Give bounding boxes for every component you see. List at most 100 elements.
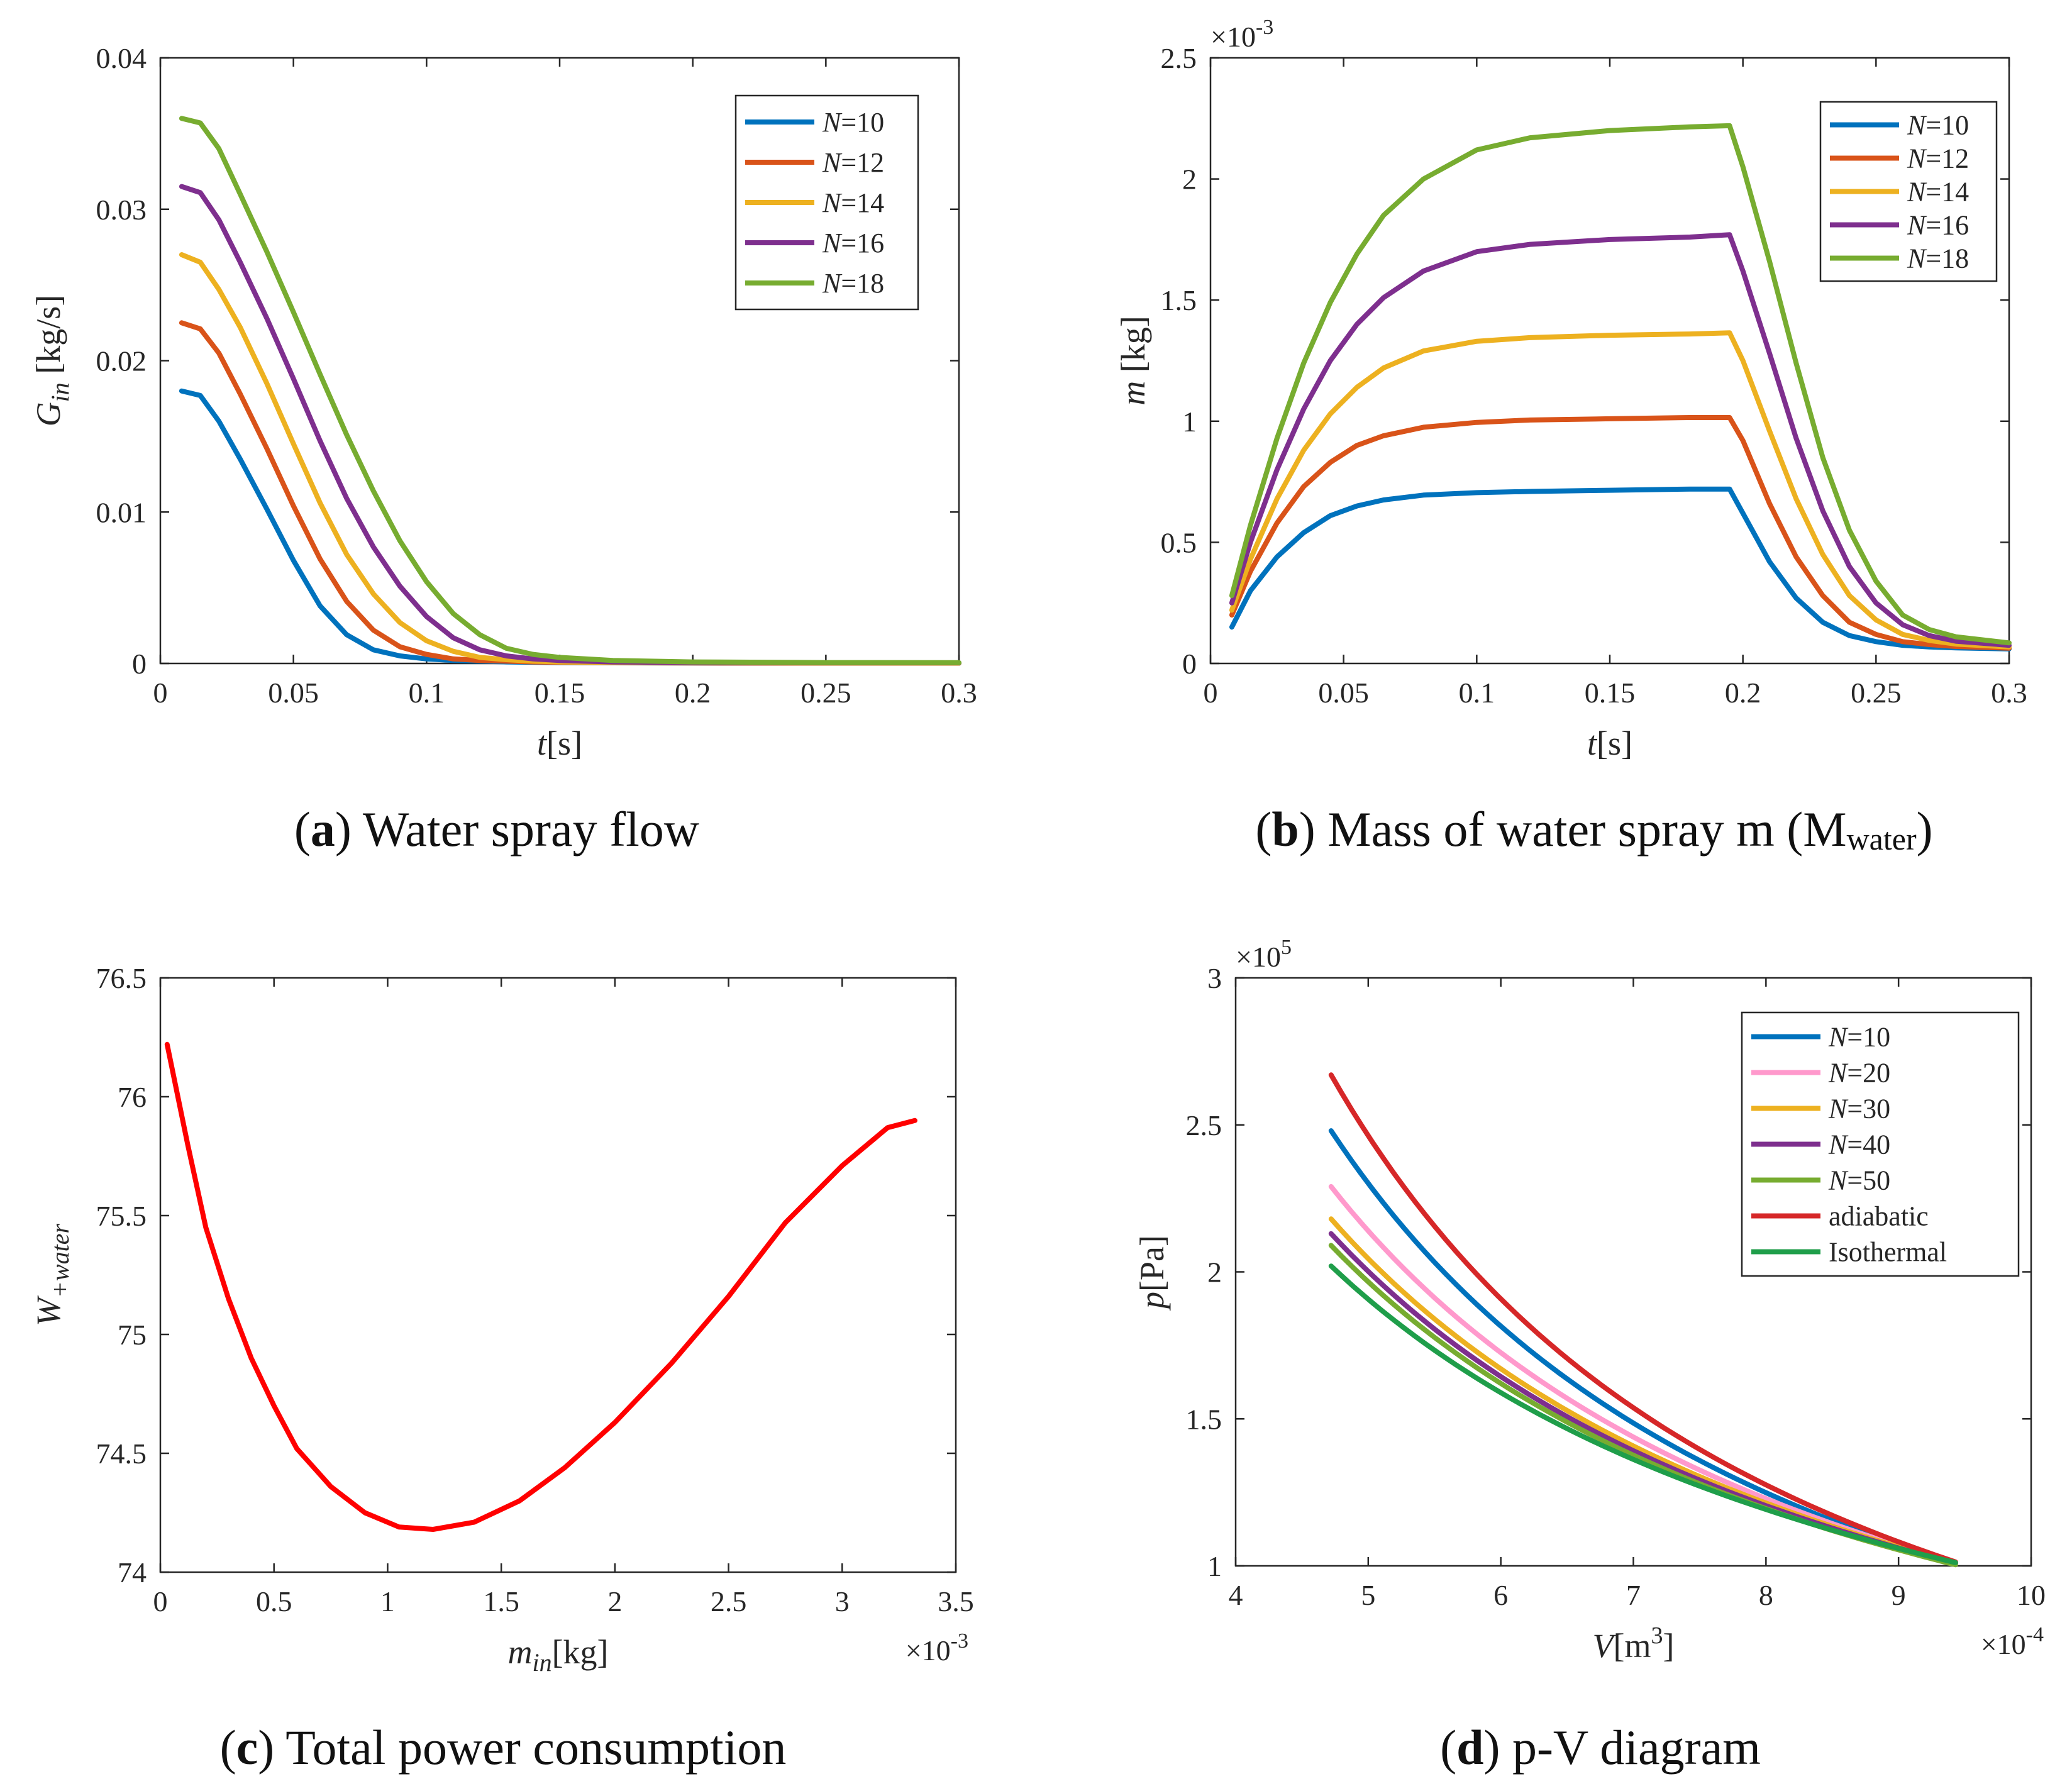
legend-label-var: N	[1907, 177, 1927, 208]
x-tick-label: 0.5	[256, 1585, 292, 1617]
series-line-n-40	[1328, 1231, 1958, 1566]
y-tick-label: 74	[118, 1556, 147, 1589]
caption-text: ) Total power consumption	[258, 1720, 786, 1775]
legend-label: Isothermal	[1829, 1237, 1947, 1268]
x-tick-label: 0.3	[1991, 677, 2027, 709]
legend-label: N=16	[822, 228, 884, 258]
x-tick-label: 6	[1493, 1579, 1508, 1611]
caption-paren: (	[1440, 1720, 1456, 1775]
caption-text: ) Mass of water spray m (M	[1299, 802, 1847, 857]
y-axis-label-unit: [kg/s]	[30, 295, 67, 382]
x-axis-label-var: t	[537, 724, 548, 762]
legend-label: N=18	[822, 268, 884, 299]
y-tick-label: 0.5	[1161, 526, 1197, 558]
legend-label: N=10	[1828, 1022, 1890, 1053]
y-tick-label: 0.01	[96, 496, 147, 528]
y-axis-label-unit: [Pa]	[1133, 1235, 1171, 1292]
y-tick-label: 74.5	[96, 1438, 147, 1470]
series-line-n-12	[179, 320, 961, 666]
series-line-isothermal	[1328, 1263, 1958, 1565]
legend-label-rest: =16	[841, 228, 884, 258]
series-line-n-50	[1328, 1243, 1958, 1568]
caption-letter: c	[236, 1720, 258, 1775]
legend-label-var: N	[822, 147, 843, 178]
legend-label-rest: =14	[841, 187, 884, 218]
axis-exponent-base: ×10	[1236, 941, 1281, 973]
series-line-adiabatic	[1328, 1072, 1958, 1565]
legend-label: N=10	[1907, 110, 1969, 141]
y-tick-label: 76.5	[96, 962, 147, 994]
caption-text: ) p-V diagram	[1483, 1720, 1760, 1775]
axis-exponent: ×105	[1236, 936, 1292, 973]
x-axis-label: min[kg]	[507, 1633, 608, 1677]
legend-label-var: N	[1828, 1022, 1849, 1053]
legend-label-var: N	[1828, 1129, 1849, 1160]
legend-label-var: N	[822, 187, 843, 218]
y-axis-label-sub: in	[46, 382, 74, 402]
legend-label: N=16	[1907, 210, 1969, 241]
y-tick-label: 2	[1207, 1256, 1222, 1289]
panel-caption: (c) Total power consumption	[220, 1720, 787, 1775]
y-tick-label: 1	[1182, 406, 1197, 438]
legend-label-rest: =50	[1847, 1165, 1890, 1196]
panel-c-total-power-consumption: 0 0.5 1 1.5 2 2.5 3 3.5 74 74.5 75 75.5 76 76.5 min[kg…	[30, 962, 974, 1775]
legend-label-var: N	[822, 107, 843, 138]
x-tick-label: 0.25	[801, 677, 851, 709]
legend-label: N=14	[1907, 177, 1969, 208]
legend-label: N=10	[822, 107, 884, 138]
panel-a-water-spray-flow: 0 0.05 0.1 0.15 0.2 0.25 0.3 0 0.01 0.02 0.03 0.04 t…	[30, 42, 977, 857]
legend-label: adiabatic	[1829, 1201, 1929, 1232]
series-line-n-12	[1229, 415, 2012, 651]
legend-label-var: N	[822, 268, 843, 299]
y-tick-label: 75.5	[96, 1200, 147, 1232]
y-axis-label-var: m	[1114, 381, 1152, 406]
legend-label-rest: =10	[1925, 110, 1969, 141]
x-axis-label-var: V	[1593, 1627, 1617, 1665]
x-axis-label-close: ]	[1663, 1627, 1675, 1665]
x-axis-label-sub: in	[532, 1648, 551, 1677]
y-tick-label: 2	[1182, 164, 1197, 196]
x-axis-label-unit: [s]	[546, 724, 582, 762]
caption-paren: (	[294, 802, 311, 857]
x-tick-label: 0.2	[675, 677, 711, 709]
axis-exponent-base: ×10	[906, 1634, 951, 1666]
y-tick-label: 2.5	[1186, 1109, 1222, 1141]
x-axis-label-sup: 3	[1651, 1622, 1663, 1649]
legend-label-rest: =18	[841, 268, 884, 299]
x-axis-label-unit: [s]	[1597, 724, 1632, 762]
x-tick-label: 1	[380, 1585, 395, 1617]
axis-exponent-power: 5	[1281, 936, 1292, 959]
x-axis-label-var: t	[1587, 724, 1598, 762]
legend-label-var: N	[1907, 243, 1927, 274]
legend-label: N=14	[822, 187, 884, 218]
y-tick-label: 76	[118, 1081, 147, 1113]
legend-label-rest: =12	[1925, 143, 1969, 174]
y-tick-label: 3	[1207, 962, 1222, 994]
y-axis-label-var: p	[1133, 1292, 1171, 1311]
x-tick-label: 0.1	[1459, 677, 1495, 709]
legend-label-rest: =40	[1847, 1129, 1890, 1160]
legend-label: N=40	[1828, 1129, 1890, 1160]
caption-text: ) Water spray flow	[335, 802, 699, 857]
x-tick-label: 2.5	[711, 1585, 747, 1617]
y-tick-label: 1.5	[1186, 1403, 1222, 1435]
legend-label-var: N	[1828, 1094, 1849, 1124]
x-tick-label: 0	[153, 1585, 168, 1617]
x-axis-label: t[s]	[537, 724, 582, 762]
legend-label-rest: =30	[1847, 1094, 1890, 1124]
y-axis-label-var: G	[30, 402, 67, 426]
x-tick-label: 4	[1229, 1579, 1243, 1611]
legend-label-rest: =20	[1847, 1058, 1890, 1089]
y-tick-label: 0	[1182, 648, 1197, 680]
y-axis-label-var: W	[30, 1295, 67, 1326]
series-line-n-14	[1229, 330, 2012, 650]
y-axis-label: p[Pa]	[1133, 1235, 1171, 1311]
x-tick-label: 0	[153, 677, 168, 709]
y-axis-label: m [kg]	[1114, 316, 1152, 405]
y-tick-label: 1.5	[1161, 284, 1197, 316]
legend-label-var: N	[1907, 210, 1927, 241]
x-tick-label: 5	[1361, 1579, 1375, 1611]
axis-exponent-base: ×10	[1981, 1628, 2026, 1660]
axis-exponent-power: -4	[2026, 1623, 2044, 1646]
